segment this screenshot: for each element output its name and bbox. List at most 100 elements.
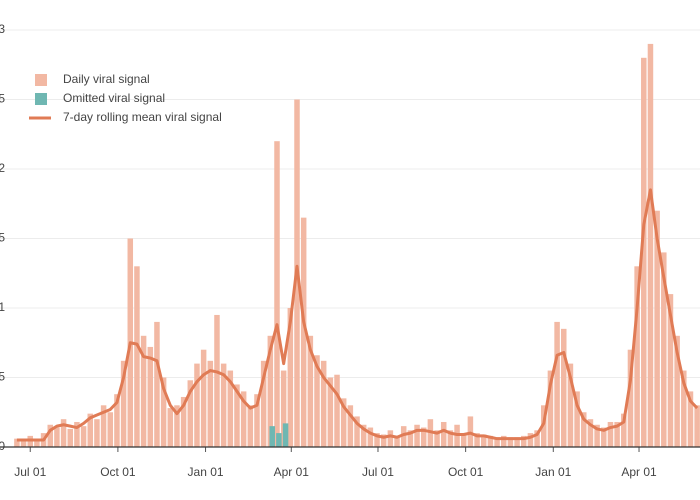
y-tick-label: 0 [0,439,5,453]
bar [487,435,494,447]
bar [276,433,282,447]
x-tick-label: Apr 01 [274,465,310,479]
bar [520,435,527,447]
bar [87,413,94,447]
bar [360,424,367,447]
legend-swatch [35,93,47,105]
bar [320,360,327,447]
bar [300,217,307,447]
y-tick-label: 1 [0,300,5,314]
bar [480,434,487,447]
bar [374,433,380,447]
legend-label: 7-day rolling mean viral signal [63,110,222,124]
bar [14,438,20,447]
bar [654,210,660,447]
bar [260,360,267,447]
bar [627,349,634,447]
bar [280,370,287,447]
bar [674,335,680,447]
bar [267,335,274,447]
bar [227,370,234,447]
bar [134,266,140,447]
bar [634,266,640,447]
bar [407,430,414,447]
x-tick-label: Jul 01 [362,465,394,479]
bar [587,419,594,447]
y-tick-label: 0.5 [0,370,5,384]
x-tick-label: Oct 01 [100,465,136,479]
bar [187,380,194,447]
bar [282,423,289,447]
bar [100,405,107,447]
bar [574,391,580,447]
legend-swatch [35,74,47,86]
bar [667,294,674,447]
bar [67,428,74,447]
bar [420,427,427,447]
bar [527,433,534,447]
bar [174,405,180,447]
x-tick-label: Jul 01 [14,465,46,479]
bar [581,412,587,447]
bar [440,421,447,447]
x-tick-label: Oct 01 [448,465,484,479]
bar [340,398,347,447]
bar [167,408,174,447]
bar [434,430,440,447]
bar [54,427,60,447]
bar [601,427,607,447]
y-tick-label: 3 [0,22,5,36]
bar [34,440,40,447]
bar [460,433,467,447]
bar [380,434,387,447]
bar [47,424,54,447]
bar [547,370,554,447]
bar [500,435,507,447]
bar [354,416,360,447]
bar [694,405,700,447]
bar [534,430,540,447]
bar [114,394,120,447]
y-tick-label: 1.5 [0,231,5,245]
x-tick-label: Jan 01 [535,465,571,479]
bar [394,435,400,447]
bar [614,421,620,447]
bar [147,346,154,447]
bar [400,426,407,447]
bar [567,363,574,447]
bar [314,355,320,447]
bar [194,363,200,447]
bar [681,370,687,447]
legend-label: Omitted viral signal [63,91,165,105]
bar [447,430,454,447]
bar [334,374,340,447]
bar [207,360,214,447]
bar [234,384,240,447]
bar [494,437,500,447]
bar [287,308,294,447]
bar [327,377,334,447]
bar [661,252,667,447]
bar [687,391,694,447]
bar [514,437,520,447]
bar [474,433,480,447]
bar [214,314,220,447]
bar [387,430,394,447]
bar [641,57,647,448]
bar [507,437,514,447]
bar [561,328,567,447]
bar [367,427,374,447]
bar [60,419,67,447]
bar [414,424,420,447]
bar [247,405,254,447]
bar [140,335,147,447]
bar [20,441,27,447]
x-tick-label: Apr 01 [621,465,657,479]
y-tick-label: 2.5 [0,92,5,106]
bar [647,43,654,448]
bar [180,396,187,447]
bar [220,363,227,447]
bar [74,421,80,447]
